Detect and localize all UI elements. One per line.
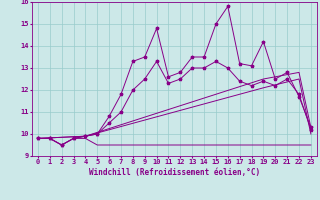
X-axis label: Windchill (Refroidissement éolien,°C): Windchill (Refroidissement éolien,°C) — [89, 168, 260, 177]
